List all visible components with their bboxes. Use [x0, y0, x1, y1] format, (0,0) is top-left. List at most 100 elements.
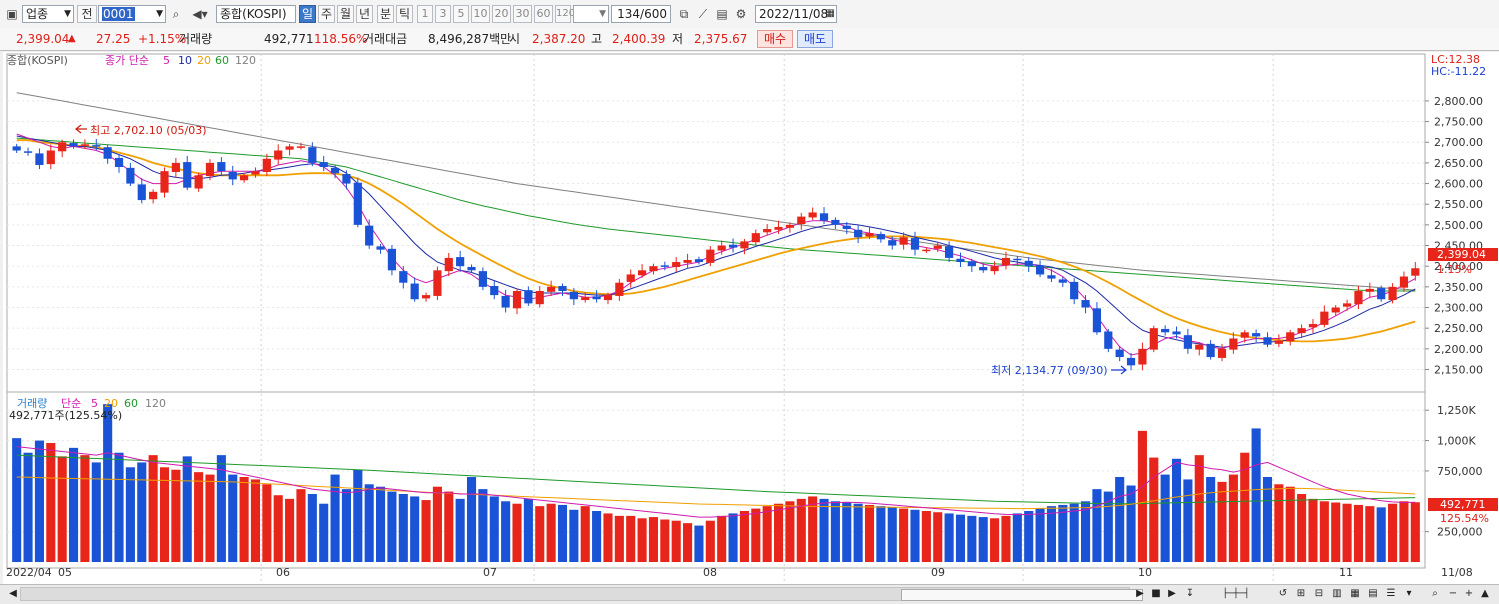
ma120-line	[16, 92, 1416, 291]
zoom-out-icon[interactable]: −	[1448, 588, 1458, 599]
period-year-button[interactable]: 년	[356, 5, 373, 23]
n-button-1[interactable]: 1	[417, 5, 433, 23]
n-button-60[interactable]: 60	[534, 5, 553, 23]
scale-icon[interactable]: ⊟	[1314, 588, 1324, 599]
ma60-legend: 60	[215, 54, 229, 67]
volume-bar	[1274, 484, 1284, 562]
vol-ma60-legend: 60	[124, 397, 138, 410]
volume-bar	[705, 520, 715, 562]
n-button-10[interactable]: 10	[471, 5, 490, 23]
reset-icon[interactable]: ↺	[1278, 588, 1288, 599]
candle-down	[137, 184, 146, 201]
ma20-legend: 20	[197, 54, 211, 67]
stop-icon[interactable]: ■	[1151, 588, 1161, 599]
play-icon[interactable]: ▶	[1168, 588, 1176, 599]
ma60-line	[16, 137, 1416, 292]
candle-down	[228, 171, 237, 180]
axes: 2,800.00 2,750.00 2,700.00 2,650.00 2,600.00…	[1425, 95, 1483, 539]
period-minute-button[interactable]: 분	[377, 5, 394, 23]
volume-bar	[1001, 515, 1011, 562]
n-button-20[interactable]: 20	[492, 5, 511, 23]
candle-type-icon[interactable]: ⧉	[679, 7, 689, 21]
gear-icon[interactable]: ⚙	[735, 7, 747, 21]
window-icon[interactable]: ▣	[6, 7, 18, 21]
table-icon[interactable]: ▤	[1368, 588, 1378, 599]
volume-bar	[341, 489, 351, 562]
volume-bar	[1137, 430, 1147, 562]
volume-bar	[353, 469, 363, 562]
scroll-left-icon[interactable]: ◀	[9, 588, 17, 599]
save-icon[interactable]: ▤	[716, 7, 728, 21]
ma120-legend: 120	[235, 54, 256, 67]
volume-value: 492,771	[264, 32, 314, 46]
candle-down	[1183, 335, 1192, 349]
custom-period-select[interactable]: ▼	[573, 5, 609, 23]
x-axis-month-07: 07	[483, 566, 497, 579]
n-button-30[interactable]: 30	[513, 5, 532, 23]
options-icon[interactable]: ▾	[1406, 588, 1412, 599]
scroll-up-icon[interactable]: ▲	[1481, 588, 1489, 599]
candle-up	[535, 290, 544, 305]
magnifier-icon[interactable]: ⌕	[1432, 588, 1438, 599]
scroll-right-icon[interactable]: ▶	[1136, 588, 1144, 599]
volume-bar	[1376, 507, 1386, 562]
volume-tick-label: 1,000K	[1437, 435, 1476, 448]
volume-bar	[773, 503, 784, 562]
volume-bar	[182, 456, 192, 562]
x-axis-month-05: 05	[58, 566, 72, 579]
collapse-icon[interactable]: ↧	[1185, 588, 1195, 599]
buy-button[interactable]: 매수	[757, 30, 793, 48]
horizontal-scrollbar[interactable]	[20, 587, 1143, 601]
volume-bar	[410, 496, 420, 562]
candle-down	[126, 167, 135, 184]
scroll-thumb[interactable]	[901, 589, 1143, 601]
candle-up	[262, 158, 271, 172]
n-button-5[interactable]: 5	[453, 5, 469, 23]
drawing-tool-icon[interactable]: ⟋	[698, 7, 708, 21]
volume-bar	[1297, 494, 1307, 562]
volume-bar	[671, 520, 681, 562]
candle-down	[876, 233, 885, 240]
n-button-3[interactable]: 3	[435, 5, 451, 23]
volume-bar	[1388, 503, 1398, 562]
candle-up	[581, 297, 590, 301]
volume-bar	[1035, 508, 1045, 562]
volume-bar	[46, 443, 56, 562]
search-icon[interactable]: ⌕	[172, 7, 180, 21]
candle-down	[1058, 279, 1067, 283]
period-week-button[interactable]: 주	[318, 5, 335, 23]
layout-icon[interactable]: ▦	[1350, 588, 1360, 599]
vol-ma20-legend: 20	[104, 397, 118, 410]
calendar-icon[interactable]: ▦	[825, 8, 835, 19]
prev-button[interactable]: 전	[77, 5, 97, 23]
period-day-button[interactable]: 일	[299, 5, 316, 23]
list-icon[interactable]: ☰	[1386, 588, 1396, 599]
candle-down	[728, 244, 738, 248]
price-volume-chart[interactable]: 2,800.00 2,750.00 2,700.00 2,650.00 2,600.00…	[3, 52, 1499, 584]
zoom-in-icon[interactable]: +	[1464, 588, 1474, 599]
volume-bar	[637, 518, 647, 562]
volume-bar	[1024, 511, 1034, 562]
chevron-down-icon: ▼	[64, 9, 71, 19]
candle-up	[160, 171, 169, 193]
n-button-120[interactable]: 120	[555, 5, 575, 23]
candle-up	[797, 216, 806, 225]
period-tick-button[interactable]: 틱	[396, 5, 413, 23]
volume-bar	[296, 489, 306, 562]
grid-icon[interactable]: ⊞	[1296, 588, 1306, 599]
zoom-slider[interactable]: ├─┼─┤	[1222, 589, 1250, 599]
low-annotation: 최저 2,134.77 (09/30)	[991, 364, 1108, 377]
sell-button[interactable]: 매도	[797, 30, 833, 48]
open-label: 시	[509, 32, 521, 46]
date-input[interactable]: 2022/11/08 ▦	[755, 5, 837, 23]
code-input[interactable]: 0001 ▼	[98, 5, 166, 23]
candle-up	[626, 274, 635, 282]
count-display[interactable]: 134/600	[611, 5, 671, 23]
chart-icon[interactable]: ▥	[1332, 588, 1342, 599]
market-select[interactable]: 업종 ▼	[22, 5, 74, 23]
candle-up	[808, 212, 817, 218]
volume-bar	[307, 494, 317, 562]
candle-down	[456, 257, 465, 267]
speaker-icon[interactable]: ◀▾	[192, 7, 208, 21]
period-month-button[interactable]: 월	[337, 5, 354, 23]
